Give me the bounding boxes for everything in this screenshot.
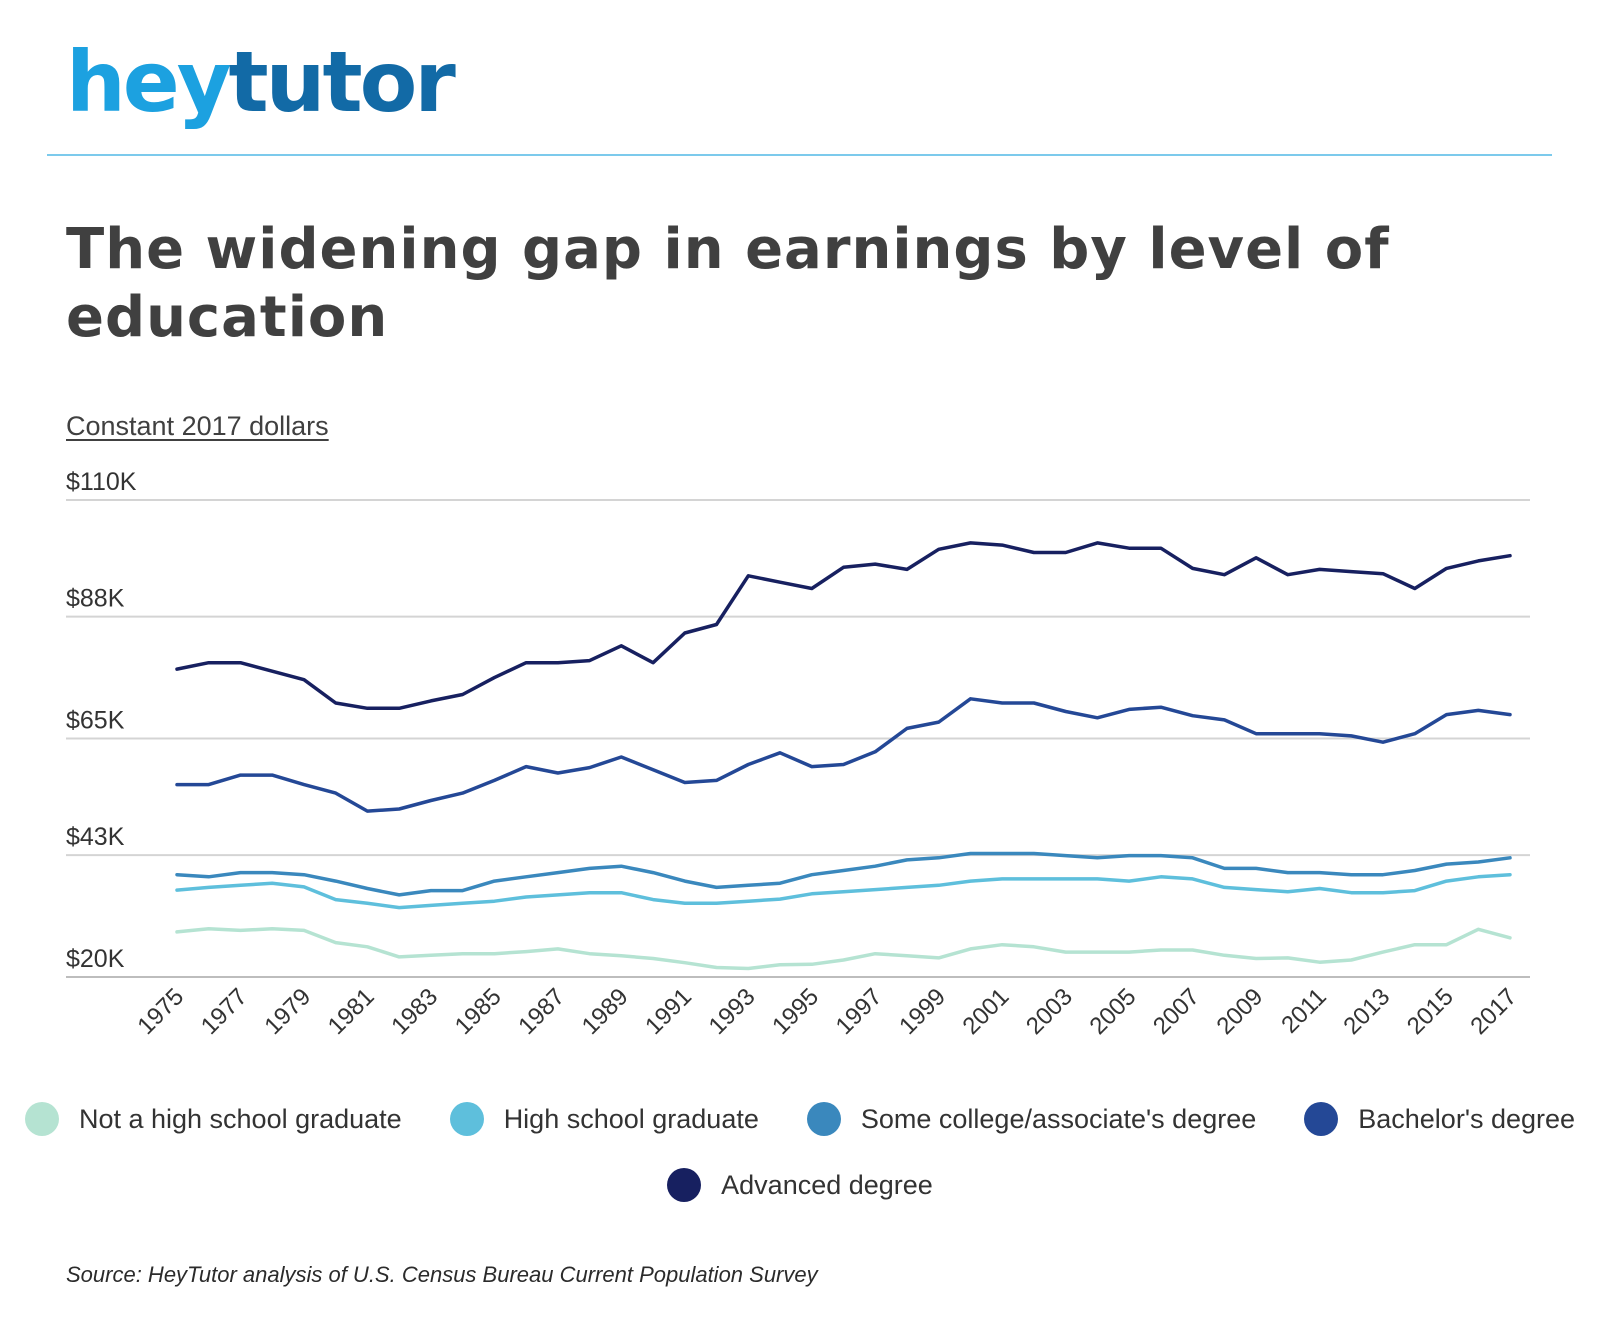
- x-tick-label: 2015: [1402, 983, 1459, 1040]
- legend-label: High school graduate: [503, 1103, 759, 1134]
- legend-label: Advanced degree: [721, 1169, 933, 1200]
- x-tick-label: 2003: [1021, 983, 1078, 1040]
- series-line-3: [175, 697, 1512, 813]
- chart-title: The widening gap in earnings by level of…: [66, 217, 1390, 350]
- legend-row-1: Not a high school graduate High school g…: [0, 1102, 1600, 1136]
- source-note: Source: HeyTutor analysis of U.S. Census…: [66, 1262, 818, 1287]
- series-line-4: [175, 541, 1512, 711]
- legend-item-not-hs-graduate: Not a high school graduate: [24, 1102, 402, 1136]
- y-axis: $20K $43K $65K $88K $110K: [66, 468, 137, 973]
- legend-label: Bachelor's degree: [1358, 1103, 1576, 1134]
- legend-label: Some college/associate's degree: [860, 1103, 1257, 1134]
- x-tick-label: 2017: [1465, 983, 1522, 1040]
- heytutor-logo: heytutor: [66, 33, 456, 131]
- x-tick-label: 1987: [513, 983, 570, 1040]
- x-tick-label: 1997: [831, 983, 888, 1040]
- chart-legend: Not a high school graduate High school g…: [0, 1102, 1600, 1234]
- series-line-1: [175, 872, 1512, 910]
- legend-item-advanced: Advanced degree: [667, 1168, 933, 1202]
- x-tick-label: 1985: [450, 983, 507, 1040]
- series-line-2: [175, 851, 1512, 897]
- x-tick-label: 1977: [196, 983, 253, 1040]
- x-tick-label: 1981: [323, 983, 380, 1040]
- earnings-line-chart: $20K$43K$65K$88K$110K 1975 1977 1979 1981 19…: [66, 468, 1530, 1040]
- legend-dot: [667, 1168, 702, 1202]
- legend-dot: [806, 1102, 841, 1136]
- y-tick-label: $20K: [66, 945, 125, 973]
- header-divider: [47, 154, 1552, 156]
- series-line-0: [175, 927, 1512, 971]
- x-tick-label: 1979: [259, 983, 316, 1040]
- x-tick-label: 2005: [1085, 983, 1142, 1040]
- legend-item-some-college: Some college/associate's degree: [806, 1102, 1257, 1136]
- x-tick-label: 1975: [132, 983, 189, 1040]
- y-tick-label: $43K: [66, 823, 125, 851]
- x-tick-label: 1993: [704, 983, 761, 1040]
- x-tick-label: 2001: [958, 983, 1015, 1040]
- gridlines: [66, 499, 1530, 978]
- y-tick-label: $110K: [66, 468, 137, 496]
- x-tick-label: 2011: [1276, 983, 1332, 1039]
- legend-item-bachelors: Bachelor's degree: [1304, 1102, 1575, 1136]
- x-tick-label: 1995: [767, 983, 824, 1040]
- x-tick-label: 2007: [1148, 983, 1205, 1040]
- x-tick-label: 1983: [386, 983, 443, 1040]
- legend-item-hs-graduate: High school graduate: [449, 1102, 759, 1136]
- x-axis: 1975 1977 1979 1981 1983 1985 1987 1989 1991 1993…: [132, 983, 1522, 1040]
- x-tick-label: 2009: [1211, 983, 1268, 1040]
- x-tick-label: 1991: [640, 983, 697, 1040]
- y-tick-label: $65K: [66, 707, 125, 735]
- legend-dot: [449, 1102, 484, 1136]
- y-tick-label: $88K: [66, 585, 125, 613]
- legend-dot: [1304, 1102, 1339, 1136]
- series-lines: [175, 541, 1512, 971]
- x-tick-label: 2013: [1338, 983, 1395, 1040]
- x-tick-label: 1989: [577, 983, 634, 1040]
- legend-dot: [24, 1102, 59, 1136]
- chart-subtitle: Constant 2017 dollars: [66, 411, 329, 441]
- x-tick-label: 1999: [894, 983, 951, 1040]
- legend-label: Not a high school graduate: [78, 1103, 402, 1134]
- legend-row-2: Advanced degree: [0, 1168, 1600, 1202]
